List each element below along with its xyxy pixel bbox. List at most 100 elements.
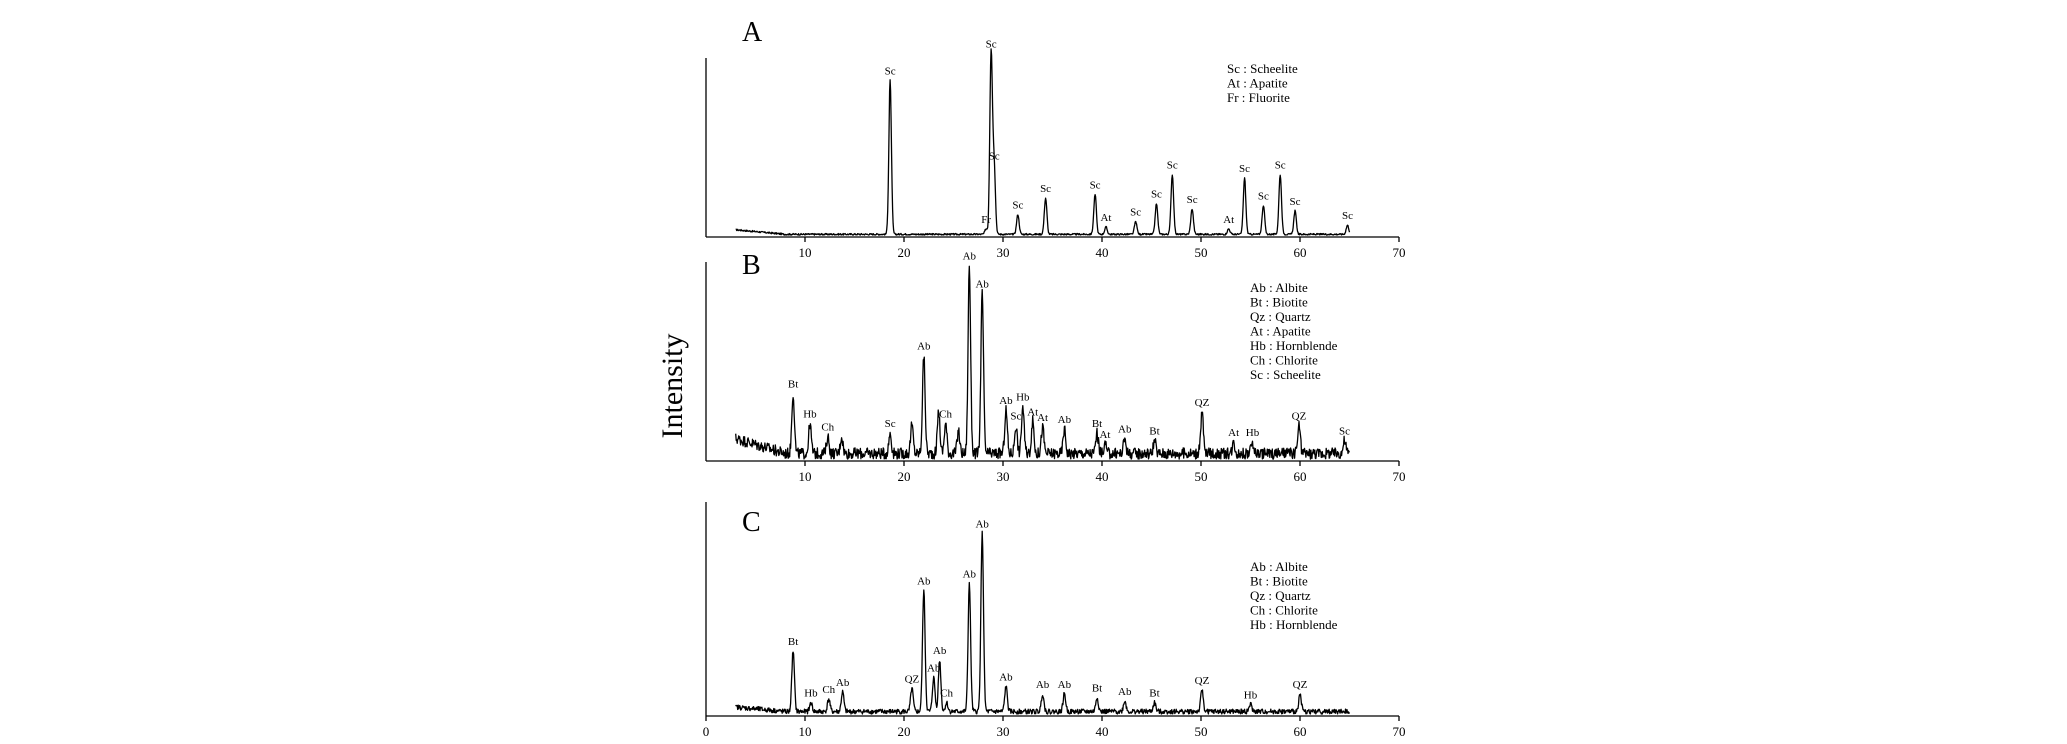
legend-entry: Qz : Quartz (1250, 588, 1311, 603)
peak-label: QZ (1292, 410, 1307, 422)
legend-entry: Ch : Chlorite (1250, 353, 1318, 368)
peak-label: Bt (1092, 418, 1102, 430)
panel-title: C (742, 507, 761, 538)
x-tick-label: 60 (1294, 245, 1307, 260)
peak-label: Sc (1151, 189, 1162, 201)
diffraction-trace (735, 265, 1351, 460)
peak-label: Ch (939, 408, 952, 420)
peak-label: Hb (1246, 427, 1260, 439)
legend-entry: Qz : Quartz (1250, 309, 1311, 324)
y-axis-label: Intensity (656, 334, 689, 439)
peak-label: QZ (1293, 679, 1308, 691)
peak-label: Hb (803, 408, 817, 420)
peak-label: Sc (1239, 163, 1250, 175)
peak-label: At (1099, 429, 1110, 441)
peak-label: Sc (1012, 199, 1023, 211)
peak-label: Bt (1149, 425, 1159, 437)
x-tick-label: 30 (997, 245, 1010, 260)
peak-label: Ab (1118, 423, 1132, 435)
peak-label: Sc (885, 65, 896, 77)
peak-label: Bt (788, 378, 798, 390)
peak-label: Ab (917, 576, 931, 588)
legend-entry: Bt : Biotite (1250, 295, 1308, 310)
x-tick-label: 40 (1096, 724, 1109, 739)
peak-label: Sc (1090, 179, 1101, 191)
peak-label: Sc (1130, 207, 1141, 219)
x-tick-label: 10 (799, 724, 812, 739)
legend-entry: At : Apatite (1227, 76, 1288, 91)
peak-label: Sc (1187, 194, 1198, 206)
x-tick-label: 70 (1393, 469, 1406, 484)
peak-label: At (1223, 214, 1234, 226)
peak-label: Hb (1244, 689, 1258, 701)
peak-label: QZ (1195, 397, 1210, 409)
peak-label: Sc (1167, 160, 1178, 172)
peak-label: Sc (986, 38, 997, 50)
peak-label: Sc (989, 151, 1000, 163)
legend-entry: Sc : Scheelite (1227, 61, 1298, 76)
legend-entry: Fr : Fluorite (1227, 90, 1290, 105)
x-tick-label: 70 (1393, 724, 1406, 739)
x-tick-label: 40 (1096, 245, 1109, 260)
peak-label: Sc (1339, 425, 1350, 437)
peak-label: Ab (999, 672, 1013, 684)
peak-label: Ch (821, 422, 834, 434)
peak-label: Hb (1016, 391, 1030, 403)
peak-label: Ab (963, 250, 977, 262)
peak-label: Ab (975, 279, 989, 291)
x-tick-label: 60 (1294, 469, 1307, 484)
peak-label: Ab (933, 645, 947, 657)
panel-title: B (742, 250, 761, 281)
legend-entry: Ch : Chlorite (1250, 603, 1318, 618)
peak-label: Ab (1058, 679, 1072, 691)
peak-label: Ab (836, 677, 850, 689)
peak-label: Sc (1258, 190, 1269, 202)
peak-label: At (1100, 212, 1111, 224)
peak-label: Sc (1290, 196, 1301, 208)
legend-entry: Hb : Hornblende (1250, 338, 1338, 353)
x-tick-label: 20 (898, 724, 911, 739)
legend-entry: Ab : Albite (1250, 559, 1308, 574)
peak-label: At (1037, 412, 1048, 424)
peak-label: Ab (1036, 679, 1050, 691)
peak-label: Sc (1040, 183, 1051, 195)
peak-label: Sc (885, 418, 896, 430)
x-tick-label: 0 (703, 724, 710, 739)
x-tick-label: 30 (997, 469, 1010, 484)
peak-label: Ab (927, 663, 941, 675)
x-tick-label: 20 (898, 469, 911, 484)
x-tick-label: 40 (1096, 469, 1109, 484)
x-tick-label: 10 (799, 469, 812, 484)
peak-label: At (1228, 427, 1239, 439)
panel-title: A (742, 17, 763, 48)
peak-label: Ab (975, 519, 989, 531)
x-tick-label: 50 (1195, 724, 1208, 739)
peak-label: Bt (1092, 682, 1102, 694)
peak-label: Ab (1118, 686, 1132, 698)
legend-entry: Sc : Scheelite (1250, 367, 1321, 382)
peak-label: Hb (804, 688, 818, 700)
peak-label: Ab (963, 568, 977, 580)
peak-label: At (1027, 407, 1038, 419)
x-tick-label: 20 (898, 245, 911, 260)
peak-label: Ab (999, 395, 1013, 407)
x-tick-label: 30 (997, 724, 1010, 739)
x-tick-label: 50 (1195, 469, 1208, 484)
x-tick-label: 10 (799, 245, 812, 260)
peak-label: QZ (1195, 675, 1210, 687)
peak-label: Bt (788, 636, 798, 648)
x-tick-label: 50 (1195, 245, 1208, 260)
peak-label: Sc (1342, 210, 1353, 222)
peak-label: Ab (917, 341, 931, 353)
peak-label: Fr (981, 214, 991, 226)
x-tick-label: 60 (1294, 724, 1307, 739)
legend-entry: Hb : Hornblende (1250, 617, 1338, 632)
peak-label: Ch (940, 688, 953, 700)
x-tick-label: 70 (1393, 245, 1406, 260)
peak-label: Ch (822, 684, 835, 696)
